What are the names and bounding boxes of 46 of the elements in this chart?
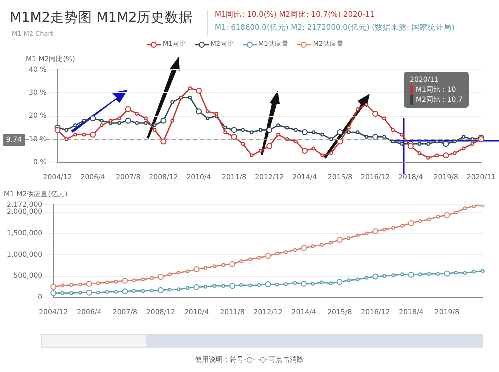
- point: [50, 284, 57, 290]
- point: [54, 127, 61, 134]
- point: [265, 253, 272, 260]
- point: [86, 280, 92, 287]
- point: [266, 143, 273, 150]
- point: [443, 152, 450, 159]
- chart-title: M1M2走势图 M1M2历史数据: [10, 9, 194, 27]
- point: [336, 237, 343, 244]
- point: [336, 279, 343, 286]
- point: [194, 284, 200, 290]
- point: [266, 127, 273, 134]
- point: [122, 288, 128, 295]
- point: [444, 212, 450, 218]
- point: [230, 283, 236, 290]
- point: [443, 141, 450, 148]
- point: [160, 138, 167, 145]
- point: [408, 272, 414, 278]
- point: [230, 261, 236, 268]
- point: [372, 110, 379, 117]
- point: [90, 132, 96, 138]
- point: [337, 138, 344, 145]
- point: [372, 134, 379, 140]
- point: [301, 280, 308, 287]
- point: [302, 130, 308, 136]
- point: [194, 266, 200, 272]
- point: [122, 278, 128, 284]
- point: [50, 290, 57, 296]
- point: [231, 134, 238, 140]
- point: [158, 274, 164, 280]
- point: [196, 108, 202, 115]
- point: [90, 116, 96, 122]
- point: [160, 118, 167, 124]
- point: [125, 106, 132, 112]
- point: [302, 148, 308, 154]
- point: [372, 228, 379, 235]
- point: [408, 220, 414, 226]
- point: [86, 290, 92, 296]
- point: [265, 281, 272, 288]
- point: [337, 130, 344, 136]
- point: [231, 127, 238, 134]
- point: [158, 287, 164, 294]
- point: [196, 88, 202, 94]
- point: [125, 118, 132, 124]
- point: [444, 270, 450, 277]
- point: [301, 245, 308, 252]
- point: [372, 274, 379, 280]
